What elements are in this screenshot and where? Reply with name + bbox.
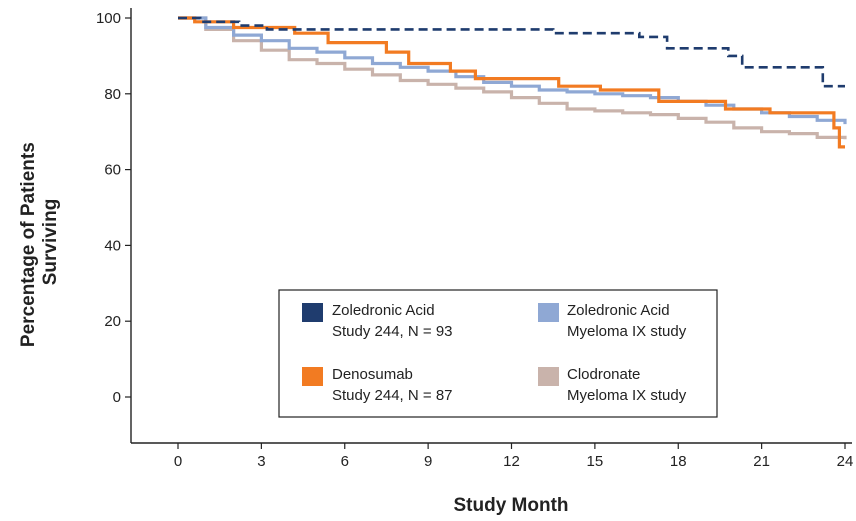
legend-label: Denosumab: [332, 366, 413, 383]
x-tick-label: 15: [587, 453, 604, 470]
y-tick-label: 40: [104, 237, 121, 254]
y-axis-title: Percentage of Patients Surviving: [18, 137, 61, 347]
legend: Zoledronic Acid Study 244, N = 93 Zoledron…: [278, 289, 718, 418]
legend-label: Myeloma IX study: [567, 323, 687, 340]
x-axis-title: Study Month: [453, 495, 568, 516]
legend-label: Study 244, N = 87: [332, 387, 453, 404]
y-tick-label: 100: [96, 10, 121, 27]
x-tick-label: 21: [753, 453, 770, 470]
legend-swatch: [538, 303, 559, 322]
legend-label: Clodronate: [567, 366, 640, 383]
x-tick-label: 9: [424, 453, 432, 470]
y-tick-label: 20: [104, 313, 121, 330]
series-line: [178, 16, 845, 88]
legend-label: Study 244, N = 93: [332, 323, 453, 340]
legend-swatch: [538, 367, 559, 386]
legend-label: Zoledronic Acid: [332, 302, 435, 319]
x-tick-label: 3: [257, 453, 265, 470]
legend-swatch: [302, 303, 323, 322]
legend-swatch: [302, 367, 323, 386]
legend-box: [278, 289, 718, 418]
y-axis-title-line-1: Percentage of Patients: [18, 142, 39, 347]
y-tick-label: 0: [113, 389, 121, 406]
y-tick-label: 80: [104, 86, 121, 103]
svg-text:Percentage of Patients S: Percentage of Patients Surviving: [18, 137, 61, 347]
axes: 0 3 6 9 12 15 18 21 24 0 20 40 60 80 100: [96, 8, 853, 470]
series-line: [178, 16, 847, 140]
x-tick-label: 12: [503, 453, 520, 470]
y-axis-title-line-2: Surviving: [40, 199, 61, 286]
x-tick-label: 0: [174, 453, 182, 470]
legend-label: Zoledronic Acid: [567, 302, 670, 319]
x-tick-label: 6: [341, 453, 349, 470]
series-lines: [178, 16, 847, 149]
legend-label: Myeloma IX study: [567, 387, 687, 404]
x-tick-label: 18: [670, 453, 687, 470]
y-tick-label: 60: [104, 162, 121, 179]
x-tick-label: 24: [837, 453, 854, 470]
